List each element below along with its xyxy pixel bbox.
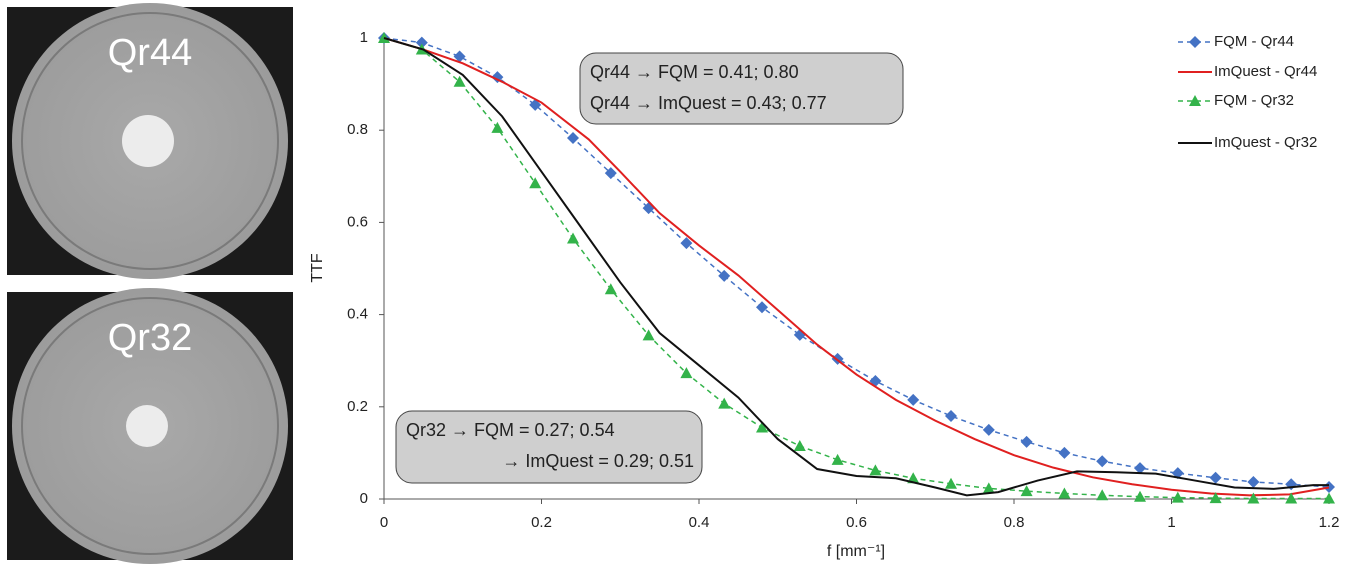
legend-label: FQM - Qr32 [1214,92,1294,109]
marker [453,50,466,63]
marker [453,75,466,87]
marker [378,32,390,43]
marker [567,232,579,244]
marker [793,328,806,341]
marker [718,269,731,282]
insert [122,115,174,167]
x-tick-label: 1 [1167,514,1175,531]
marker [945,477,957,489]
annotation-box [579,52,904,125]
marker [491,121,504,133]
marker [982,423,995,436]
marker [1189,36,1201,48]
marker [1096,489,1109,501]
marker [1171,491,1184,503]
panel-label: Qr32 [108,317,192,359]
marker [718,397,731,409]
annotation-box [395,410,703,484]
ring [21,12,279,270]
marker [907,472,920,484]
marker [604,167,617,180]
y-tick-label: 0.8 [347,121,368,138]
y-tick-label: 1 [360,29,368,46]
marker [415,36,428,49]
marker [1058,446,1071,459]
y-tick-label: 0 [360,490,368,507]
y-tick-label: 0.2 [347,398,368,415]
marker [793,439,806,451]
x-tick-label: 0.6 [846,514,867,531]
marker [529,177,542,189]
phantom-qr44: Qr44 [7,3,293,279]
series-line [383,37,1330,488]
x-tick-label: 0.8 [1004,514,1025,531]
marker [1247,475,1260,488]
marker [1285,492,1298,504]
marker [756,301,768,314]
marker [1247,492,1260,504]
y-tick-label: 0.6 [347,213,368,230]
series-line [383,37,1329,500]
marker [1096,455,1109,468]
marker [604,283,617,295]
phantom-qr32: Qr32 [7,288,293,564]
panel-label: Qr44 [108,32,192,74]
marker [1058,487,1071,499]
x-tick-label: 0.4 [689,514,710,531]
x-tick-label: 1.2 [1319,514,1340,531]
series-line [383,37,1329,497]
x-axis-label: f [mm⁻¹] [827,543,885,560]
series-line [383,37,1330,497]
marker [1189,95,1201,106]
marker [680,237,693,250]
marker [907,393,920,406]
marker [1323,481,1335,494]
marker [831,453,844,465]
x-tick-label: 0 [380,514,388,531]
y-tick-label: 0.4 [347,306,368,323]
marker [1209,492,1222,504]
marker [1134,462,1146,475]
marker [756,421,768,433]
annotation-text: Qr32 → FQM = 0.27; 0.54 [406,420,615,440]
marker [945,410,957,423]
x-tick-label: 0.2 [531,514,552,531]
marker [680,367,693,379]
marker [1020,435,1033,448]
legend-label: FQM - Qr44 [1214,33,1294,50]
annotation-text: Qr44 → ImQuest = 0.43; 0.77 [590,93,827,113]
marker [642,329,655,341]
ring [21,297,279,555]
legend-label: ImQuest - Qr32 [1214,134,1317,151]
legend-label: ImQuest - Qr44 [1214,63,1317,80]
insert [126,405,168,447]
marker [982,482,995,494]
marker [567,132,579,145]
annotation-text: Qr44 → FQM = 0.41; 0.80 [590,62,799,82]
marker [869,464,882,476]
marker [1020,485,1033,497]
annotation-text: → ImQuest = 0.29; 0.51 [502,451,694,471]
marker [1209,471,1222,484]
y-axis-label: TTF [309,253,326,283]
marker [1134,490,1146,502]
marker [1323,492,1335,504]
